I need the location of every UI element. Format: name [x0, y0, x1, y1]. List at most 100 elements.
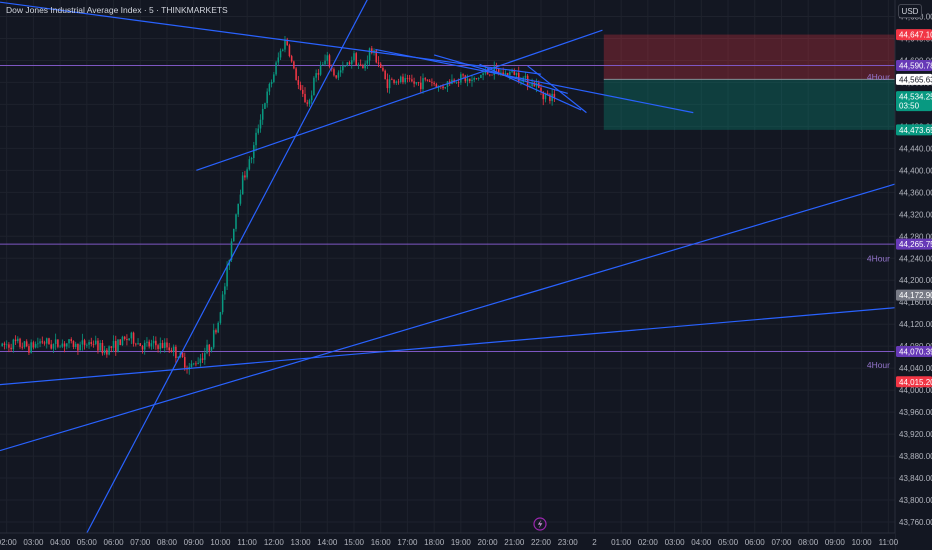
candle-body: [8, 344, 10, 348]
candle-body: [313, 77, 315, 96]
candle-body: [88, 342, 90, 345]
candle-body: [137, 343, 139, 345]
price-tick-label: 44,240.00: [899, 254, 932, 263]
price-label-gray: 44,172.90: [896, 289, 932, 301]
price-label-bg: [896, 238, 932, 250]
candle-body: [355, 53, 357, 66]
candle-body: [315, 73, 317, 78]
price-label-text: 44,590.78: [899, 62, 932, 71]
candle-body: [81, 340, 84, 345]
candle-body: [413, 81, 415, 84]
candle-body: [48, 338, 50, 345]
price-tick-label: 44,440.00: [899, 144, 932, 153]
trendline: [86, 0, 368, 534]
trendline: [433, 54, 568, 94]
candle-body: [388, 79, 391, 89]
candle-body: [399, 76, 402, 83]
price-tick-label: 43,960.00: [899, 408, 932, 417]
candle-body: [504, 72, 507, 76]
candle-body: [23, 341, 26, 348]
candle-body: [50, 344, 52, 349]
candle-body: [206, 344, 208, 354]
candle-body: [506, 72, 509, 76]
time-tick-label: 16:00: [371, 538, 392, 547]
price-label-text: 44,015.20: [899, 378, 932, 387]
price-tick-label: 43,840.00: [899, 474, 932, 483]
time-axis[interactable]: 02:00 03:00 04:00 05:00 06:00 07:00 08:00 09:00…: [0, 532, 899, 550]
candle-body: [141, 346, 144, 350]
candle-body: [268, 83, 271, 92]
candle-body: [368, 48, 371, 61]
candle-body: [114, 340, 117, 352]
candle-body: [468, 78, 471, 82]
trendline: [527, 65, 587, 114]
candle-body: [544, 93, 547, 100]
candle-body: [237, 203, 240, 215]
candle-body: [375, 50, 378, 63]
candle-body: [101, 342, 104, 354]
candle-body: [422, 78, 424, 90]
price-tick-label: 44,040.00: [899, 364, 932, 373]
candle-body: [281, 49, 284, 51]
candle-body: [353, 53, 355, 61]
candle-body: [92, 344, 95, 345]
trendlines[interactable]: [0, 0, 896, 534]
time-tick-label: 04:00: [691, 538, 712, 547]
candle-body: [295, 68, 297, 81]
candle-body: [337, 72, 340, 78]
candle-body: [522, 77, 524, 82]
candle-body: [43, 342, 46, 344]
candle-body: [270, 81, 273, 84]
chart-grid: [0, 0, 895, 533]
candle-body: [201, 358, 204, 360]
candle-body: [442, 86, 444, 89]
candle-body: [208, 344, 211, 351]
candle-body: [5, 344, 8, 346]
candle-body: [210, 347, 213, 351]
price-label-bg: [896, 60, 932, 72]
candle-body: [3, 343, 6, 345]
candle-body: [239, 194, 242, 204]
candle-body: [41, 341, 44, 343]
candle-body: [132, 332, 135, 344]
candle-body: [402, 76, 404, 83]
candle-body: [190, 363, 193, 367]
candle-body: [94, 340, 97, 345]
time-tick-label: 10:00: [210, 538, 231, 547]
candle-body: [524, 75, 527, 78]
candle-body: [420, 82, 422, 90]
candle-body: [297, 80, 300, 85]
candle-body: [197, 362, 199, 364]
price-tick-label: 44,200.00: [899, 276, 932, 285]
candle-body: [435, 84, 438, 88]
candle-body: [32, 342, 35, 348]
candle-body: [364, 63, 366, 69]
candle-body: [286, 39, 288, 46]
level-timeframe-label: 4Hour: [867, 360, 890, 370]
price-label-red: 44,015.20: [896, 376, 932, 388]
time-tick-label: 09:00: [825, 538, 846, 547]
candle-body: [415, 82, 418, 84]
candle-body: [549, 94, 551, 101]
candle-body: [72, 341, 75, 347]
candle-body: [277, 57, 280, 63]
candle-body: [244, 175, 246, 178]
price-label-text: 44,647.10: [899, 31, 932, 40]
candle-body: [192, 363, 195, 365]
candle-body: [97, 340, 99, 351]
candle-body: [99, 342, 101, 351]
trendline: [375, 48, 694, 114]
candle-body: [397, 81, 400, 83]
candle-body: [406, 78, 409, 79]
candle-body: [86, 344, 88, 346]
currency-button[interactable]: USD: [898, 4, 922, 18]
candle-body: [482, 73, 484, 76]
candle-body: [344, 65, 346, 67]
candle-body: [28, 346, 30, 353]
candle-body: [219, 312, 222, 323]
candle-body: [241, 175, 244, 195]
candle-body: [366, 60, 369, 64]
candle-body: [326, 55, 329, 61]
lightning-icon[interactable]: [533, 517, 547, 531]
